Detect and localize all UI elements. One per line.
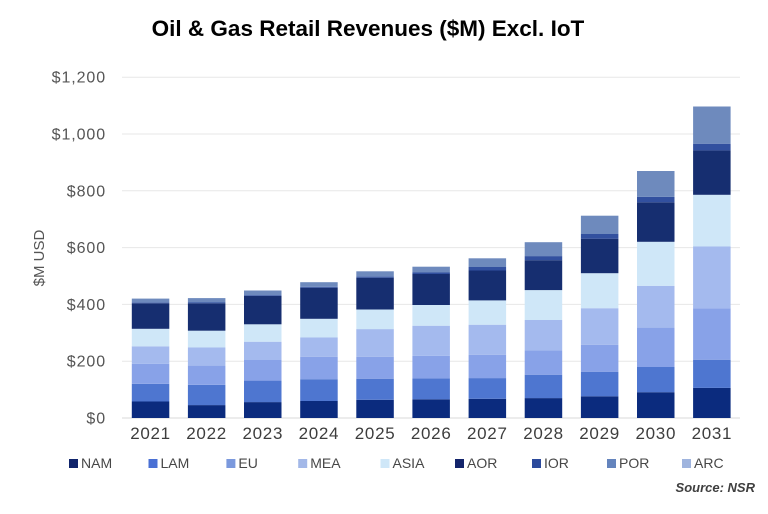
svg-text:$400: $400: [67, 297, 106, 314]
svg-text:$0: $0: [86, 411, 106, 428]
svg-text:2021: 2021: [130, 424, 171, 443]
svg-text:LAM: LAM: [161, 455, 190, 471]
svg-text:ASIA: ASIA: [393, 455, 426, 471]
svg-text:$600: $600: [67, 240, 106, 257]
svg-text:$1,200: $1,200: [52, 70, 106, 87]
svg-text:2028: 2028: [523, 424, 564, 443]
svg-text:Source: NSR: Source: NSR: [676, 480, 756, 495]
svg-text:EU: EU: [238, 455, 257, 471]
svg-text:AOR: AOR: [467, 455, 497, 471]
svg-text:$1,000: $1,000: [52, 127, 106, 144]
svg-text:POR: POR: [619, 455, 649, 471]
svg-text:Oil & Gas Retail Revenues ($M): Oil & Gas Retail Revenues ($M) Excl. IoT: [152, 16, 585, 41]
svg-text:MEA: MEA: [310, 455, 341, 471]
svg-text:$800: $800: [67, 183, 106, 200]
svg-text:2031: 2031: [692, 424, 733, 443]
svg-text:2030: 2030: [635, 424, 676, 443]
svg-text:$M USD: $M USD: [31, 230, 48, 287]
svg-text:ARC: ARC: [694, 455, 724, 471]
svg-text:NAM: NAM: [81, 455, 112, 471]
svg-text:2029: 2029: [579, 424, 620, 443]
svg-text:2023: 2023: [242, 424, 283, 443]
svg-text:2025: 2025: [355, 424, 396, 443]
svg-text:2027: 2027: [467, 424, 508, 443]
svg-text:2022: 2022: [186, 424, 227, 443]
svg-text:2026: 2026: [411, 424, 452, 443]
svg-text:IOR: IOR: [544, 455, 569, 471]
svg-text:$200: $200: [67, 354, 106, 371]
svg-text:2024: 2024: [299, 424, 340, 443]
